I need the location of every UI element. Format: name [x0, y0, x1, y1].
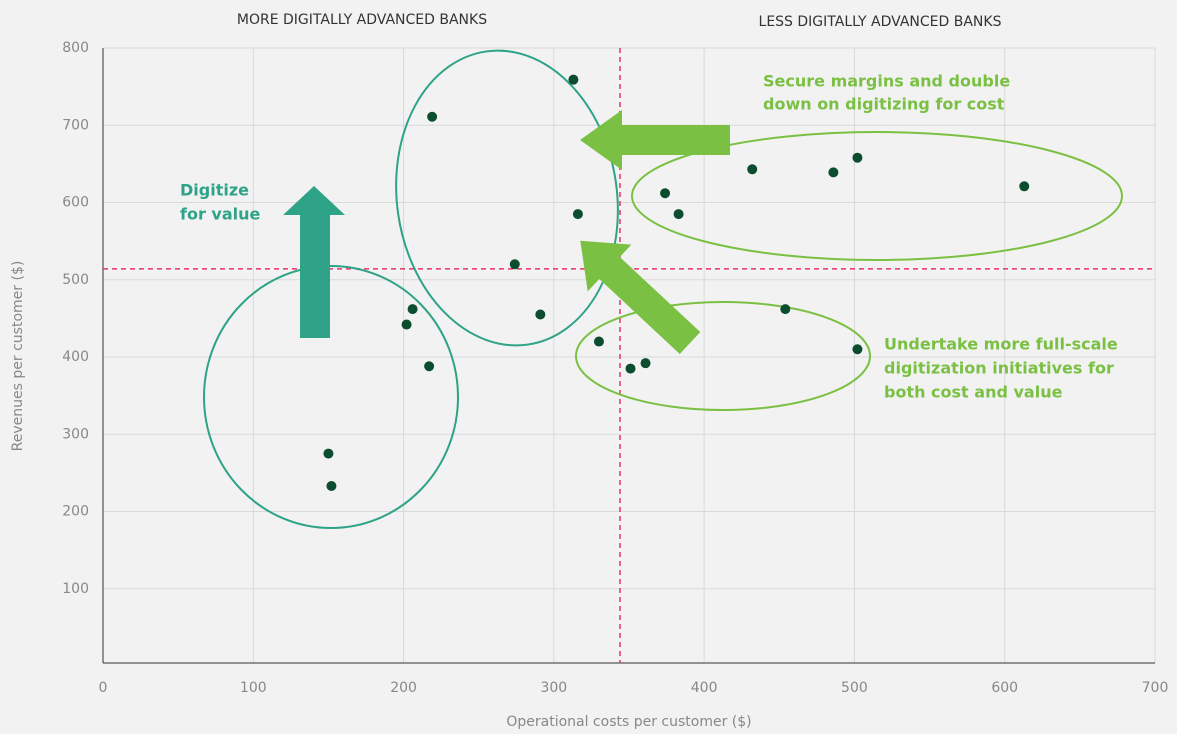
point: [509, 259, 520, 270]
shapes: [203, 49, 1123, 529]
annotation: LESS DIGITALLY ADVANCED BANKS: [759, 14, 1002, 30]
x-tick-label: 0: [99, 680, 108, 696]
y-tick-label: 800: [62, 40, 89, 56]
annotation: Undertake more full-scale: [884, 335, 1118, 354]
point: [401, 319, 412, 330]
arrow: [283, 186, 345, 338]
point: [780, 304, 791, 315]
annotation: both cost and value: [884, 383, 1063, 402]
annotation: digitization initiatives for: [884, 359, 1114, 378]
annotation: for value: [180, 205, 261, 224]
point: [747, 164, 758, 175]
cluster-ellipse: [575, 301, 871, 411]
cluster-ellipse: [631, 131, 1123, 261]
x-tick-label: 600: [991, 680, 1018, 696]
y-tick-label: 400: [62, 349, 89, 365]
x-axis-title: Operational costs per customer ($): [506, 714, 751, 730]
y-tick-label: 200: [62, 504, 89, 520]
x-tick-label: 700: [1142, 680, 1169, 696]
point: [535, 309, 546, 320]
point: [407, 304, 418, 315]
annotation: MORE DIGITALLY ADVANCED BANKS: [237, 12, 487, 28]
y-tick-label: 300: [62, 426, 89, 442]
point: [593, 336, 604, 347]
cluster-ellipse: [395, 49, 619, 347]
y-tick-label: 100: [62, 581, 89, 597]
annotation: down on digitizing for cost: [763, 95, 1005, 114]
point: [572, 209, 583, 220]
annotation: Digitize: [180, 181, 249, 200]
point: [660, 188, 671, 199]
x-tick-label: 300: [540, 680, 567, 696]
point: [673, 209, 684, 220]
arrow: [580, 110, 730, 170]
point: [323, 448, 334, 459]
point: [1019, 181, 1030, 192]
point: [427, 111, 438, 122]
x-tick-label: 400: [691, 680, 718, 696]
y-axis-title: Revenues per customer ($): [10, 261, 26, 452]
point: [568, 74, 579, 85]
point: [852, 344, 863, 355]
point: [828, 167, 839, 178]
y-tick-label: 600: [62, 195, 89, 211]
point: [852, 152, 863, 163]
cluster-ellipse: [203, 265, 459, 529]
y-tick-label: 700: [62, 117, 89, 133]
point: [640, 358, 651, 369]
y-tick-label: 500: [62, 272, 89, 288]
x-tick-label: 200: [390, 680, 417, 696]
x-tick-label: 500: [841, 680, 868, 696]
point: [424, 361, 435, 372]
point: [625, 363, 636, 374]
annotation: Secure margins and double: [763, 72, 1010, 91]
point: [326, 481, 337, 492]
arrow: [580, 240, 701, 354]
x-tick-label: 100: [240, 680, 267, 696]
